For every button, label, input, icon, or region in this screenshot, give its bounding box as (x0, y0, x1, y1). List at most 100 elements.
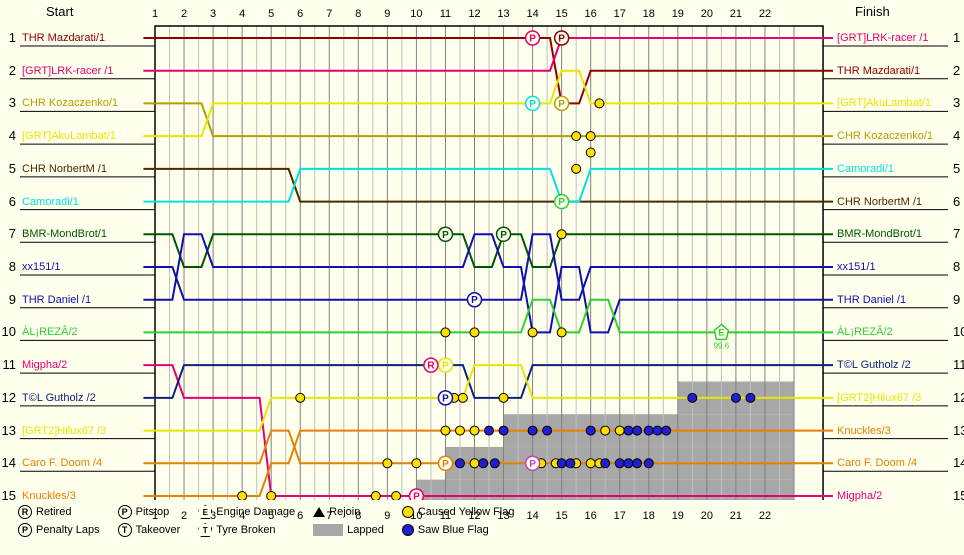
pos-number-right: 3 (953, 95, 964, 110)
lap-tick-top: 9 (377, 8, 397, 20)
lap-tick-top: 3 (203, 8, 223, 20)
yellow-flag-dot (470, 328, 479, 337)
driver-line (143, 103, 833, 136)
pos-number-left: 2 (0, 63, 16, 78)
blue-flag-dot (633, 426, 642, 435)
legend-blue: Saw Blue Flag (402, 522, 515, 538)
yellow-flag-dot (586, 459, 595, 468)
lap-tick-top: 22 (755, 8, 775, 20)
blue-flag-dot (586, 426, 595, 435)
retired-marker: R (424, 358, 438, 372)
pos-number-right: 2 (953, 63, 964, 78)
start-driver-label: THR Mazdarati/1 (22, 32, 105, 44)
yellow-flag-dot (458, 393, 467, 402)
lap-tick-top: 8 (348, 8, 368, 20)
pitstop-marker: P (555, 96, 569, 110)
svg-text:P: P (442, 230, 449, 241)
driver-line (143, 234, 833, 267)
pos-number-left: 4 (0, 128, 16, 143)
svg-text:R: R (427, 361, 435, 372)
yellow-flag-dot (455, 426, 464, 435)
driver-line (143, 234, 833, 332)
blue-flag-dot (485, 426, 494, 435)
pos-number-right: 15 (953, 488, 964, 503)
svg-text:P: P (529, 99, 536, 110)
svg-text:P: P (558, 99, 565, 110)
blue-flag-dot (688, 393, 697, 402)
blue-flag-dot (624, 426, 633, 435)
legend-lapped: Lapped (313, 522, 384, 538)
finish-driver-label: BMR-MondBrot/1 (837, 228, 922, 240)
finish-driver-label: Camoradi/1 (837, 163, 894, 175)
pitstop-marker: P (438, 391, 452, 405)
legend-yellow: Caused Yellow Flag (402, 504, 515, 520)
start-driver-label: Caro F. Doom /4 (22, 457, 102, 469)
yellow-flag-dot (470, 426, 479, 435)
blue-flag-dot (455, 459, 464, 468)
lap-tick-top: 2 (174, 8, 194, 20)
lap-tick-top: 14 (523, 8, 543, 20)
yellow-flag-dot (601, 426, 610, 435)
pos-number-right: 1 (953, 30, 964, 45)
finish-driver-label: Migpha/2 (837, 490, 882, 502)
start-driver-label: [GRT2]Hilux67 /3 (22, 425, 106, 437)
driver-line (143, 300, 833, 333)
start-driver-label: xx151/1 (22, 261, 61, 273)
yellow-flag-dot (412, 459, 421, 468)
yellow-flag-dot (441, 426, 450, 435)
lap-tick-top: 15 (552, 8, 572, 20)
start-header: Start (46, 4, 73, 19)
pitstop-marker: P (526, 96, 540, 110)
pitstop-marker: P (555, 31, 569, 45)
driver-line (143, 169, 833, 202)
blue-flag-dot (633, 459, 642, 468)
chart-svg: PPPPPPPPPPPPPRE99.6 (0, 0, 964, 500)
pos-number-left: 12 (0, 390, 16, 405)
lap-tick-top: 11 (435, 8, 455, 20)
lap-tick-top: 6 (290, 8, 310, 20)
pos-number-left: 11 (0, 357, 16, 372)
start-driver-label: Camoradi/1 (22, 196, 79, 208)
lap-tick-bottom: 22 (755, 510, 775, 522)
lap-tick-top: 1 (145, 8, 165, 20)
yellow-flag-dot (572, 164, 581, 173)
legend-takeover: TTakeover (118, 522, 181, 538)
blue-flag-dot (557, 459, 566, 468)
blue-flag-dot (543, 426, 552, 435)
race-position-chart: Start Finish PPPPPPPPPPPPPRE99.6 1122334… (0, 0, 964, 555)
yellow-flag-dot (499, 393, 508, 402)
svg-text:P: P (529, 34, 536, 45)
svg-text:P: P (442, 361, 449, 372)
legend: RRetired PPenalty Laps PPitstop TTakeove… (18, 504, 718, 538)
start-driver-label: [GRT]LRK-racer /1 (22, 65, 114, 77)
finish-driver-label: CHR NorbertM /1 (837, 196, 922, 208)
pos-number-right: 4 (953, 128, 964, 143)
start-driver-label: CHR Kozaczenko/1 (22, 97, 118, 109)
pos-number-right: 13 (953, 423, 964, 438)
pitstop-marker: P (497, 227, 511, 241)
svg-text:E: E (718, 327, 724, 337)
lap-tick-top: 18 (639, 8, 659, 20)
yellow-flag-dot (267, 492, 276, 501)
pos-number-right: 8 (953, 259, 964, 274)
lap-tick-top: 19 (668, 8, 688, 20)
lap-tick-top: 5 (261, 8, 281, 20)
start-driver-label: Migpha/2 (22, 359, 67, 371)
blue-flag-dot (731, 393, 740, 402)
pos-number-right: 12 (953, 390, 964, 405)
pos-number-left: 1 (0, 30, 16, 45)
pitstop-marker: P (526, 456, 540, 470)
pos-number-left: 14 (0, 455, 16, 470)
legend-engine: EEngine Damage (198, 504, 295, 520)
pitstop-marker: P (409, 489, 423, 500)
legend-retired: RRetired (18, 504, 100, 520)
driver-line (143, 71, 833, 136)
pos-number-left: 15 (0, 488, 16, 503)
yellow-flag-dot (586, 132, 595, 141)
lap-tick-top: 13 (494, 8, 514, 20)
blue-flag-dot (528, 426, 537, 435)
start-driver-label: T©L Gutholz /2 (22, 392, 96, 404)
svg-text:P: P (413, 492, 420, 501)
yellow-flag-dot (557, 328, 566, 337)
blue-flag-dot (653, 426, 662, 435)
